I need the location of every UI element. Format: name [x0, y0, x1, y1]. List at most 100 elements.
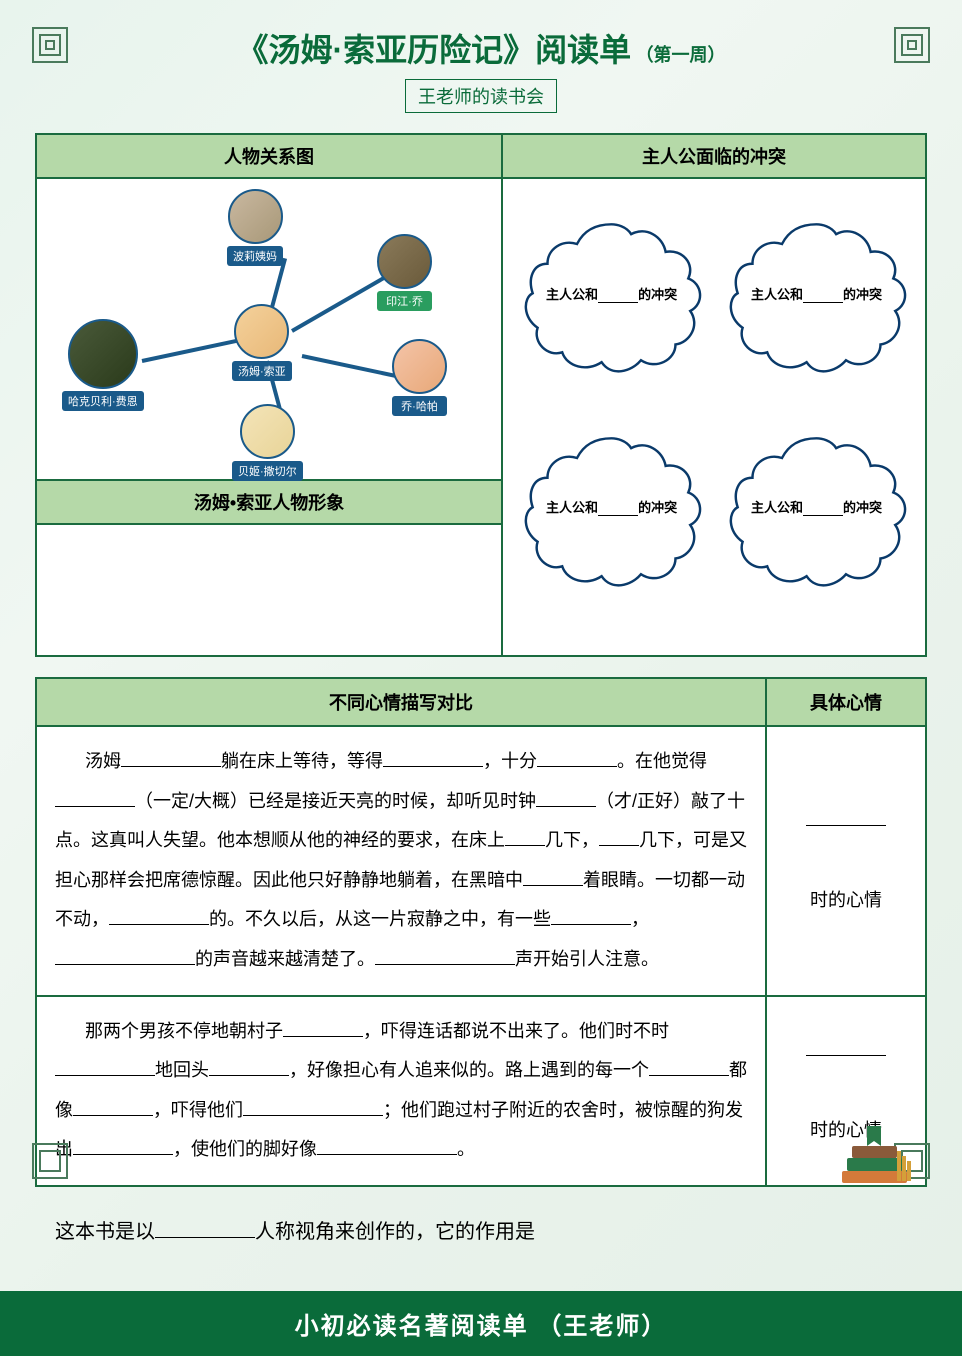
fill-blank[interactable] [806, 808, 886, 826]
fill-blank[interactable] [121, 749, 221, 767]
text-part: ，吓得连话都说不出来了。他们时不时 [363, 1021, 669, 1041]
fill-blank[interactable] [243, 1098, 383, 1116]
fill-blank[interactable] [598, 502, 638, 516]
text-part: 。在他觉得 [617, 751, 707, 771]
fill-blank[interactable] [598, 289, 638, 303]
fill-blank[interactable] [317, 1137, 457, 1155]
avatar-icon [234, 304, 289, 359]
text-part: ，吓得他们 [153, 1100, 243, 1120]
cloud-text: 主人公和 的冲突 [533, 497, 691, 516]
character-bottom: 贝姬·撒切尔 [232, 404, 303, 481]
avatar-icon [68, 319, 138, 389]
text-part: 几下， [545, 830, 599, 850]
cloud-text: 主人公和 的冲突 [738, 497, 896, 516]
mood-specific-header: 具体心情 [766, 678, 926, 726]
character-label: 乔·哈帕 [392, 396, 447, 416]
fill-blank[interactable] [551, 907, 631, 925]
text-part: 躺在床上等待，等得 [221, 751, 383, 771]
character-label: 波莉姨妈 [227, 246, 283, 266]
right-column: 主人公面临的冲突 主人公和的冲突 主人公和的冲突 [503, 135, 925, 655]
mood-suffix: 时的心情 [810, 890, 882, 910]
fill-blank[interactable] [599, 828, 639, 846]
connection-line [142, 338, 241, 363]
corner-decoration-tr [887, 20, 937, 70]
conflict-cloud-3[interactable]: 主人公和 的冲突 [513, 408, 710, 607]
cloud-prefix: 主人公和 [546, 500, 598, 515]
text-part: （一定/大概）已经是接近天亮的时候，却听见时钟 [135, 791, 536, 811]
conflict-cloud-4[interactable]: 主人公和 的冲突 [718, 408, 915, 607]
text-part: 声开始引人注意。 [515, 949, 659, 969]
mood-label-1[interactable]: 时的心情 [766, 726, 926, 996]
fill-blank[interactable] [375, 947, 515, 965]
text-part: 那两个男孩不停地朝村子 [85, 1021, 283, 1041]
question-suffix: 人称视角来创作的，它的作用是 [255, 1221, 535, 1243]
cloud-suffix: 的冲突 [638, 500, 677, 515]
cloud-suffix: 的冲突 [843, 287, 882, 302]
fill-blank[interactable] [803, 502, 843, 516]
cloud-prefix: 主人公和 [751, 287, 803, 302]
conflict-cloud-1[interactable]: 主人公和 的冲突 [513, 194, 710, 393]
character-center: 汤姆·索亚 [232, 304, 292, 381]
relationship-diagram: 汤姆·索亚 波莉姨妈 印江·乔 哈克贝利·费恩 [37, 179, 501, 479]
fill-blank[interactable] [209, 1058, 289, 1076]
fill-blank[interactable] [283, 1019, 363, 1037]
fill-blank[interactable] [806, 1038, 886, 1056]
footer-bar: 小初必读名著阅读单 （王老师） [0, 1291, 962, 1356]
character-label: 贝姬·撒切尔 [232, 461, 303, 481]
top-section: 人物关系图 汤姆·索亚 波莉姨妈 [35, 133, 927, 657]
cloud-suffix: 的冲突 [843, 500, 882, 515]
fill-blank[interactable] [73, 1098, 153, 1116]
character-top: 波莉姨妈 [227, 189, 283, 266]
bottom-question[interactable]: 这本书是以 人称视角来创作的，它的作用是 [35, 1212, 927, 1296]
text-part: 地回头 [155, 1060, 209, 1080]
fill-blank[interactable] [649, 1058, 729, 1076]
character-left: 哈克贝利·费恩 [62, 319, 144, 411]
text-part: ，使他们的脚好像 [173, 1139, 317, 1159]
character-image-header: 汤姆•索亚人物形象 [37, 479, 501, 525]
book-stack-icon [832, 1116, 922, 1196]
text-part: 。 [457, 1139, 475, 1159]
fill-blank[interactable] [383, 749, 483, 767]
mood-row-1: 汤姆 躺在床上等待，等得 ，十分 。在他觉得 （一定/大概）已经是接近天亮的时候，却听见… [36, 726, 926, 996]
cloud-prefix: 主人公和 [751, 500, 803, 515]
fill-blank[interactable] [73, 1137, 173, 1155]
avatar-icon [377, 234, 432, 289]
fill-blank[interactable] [55, 789, 135, 807]
mood-passage-2[interactable]: 那两个男孩不停地朝村子 ，吓得连话都说不出来了。他们时不时地回头 ，好像担心有人追来… [36, 996, 766, 1186]
conflict-header: 主人公面临的冲突 [503, 135, 925, 179]
text-part: ， [631, 909, 649, 929]
connection-line [291, 274, 388, 332]
cloud-suffix: 的冲突 [638, 287, 677, 302]
fill-blank[interactable] [109, 907, 209, 925]
fill-blank[interactable] [537, 749, 617, 767]
character-label: 汤姆·索亚 [232, 361, 292, 381]
mood-passage-1[interactable]: 汤姆 躺在床上等待，等得 ，十分 。在他觉得 （一定/大概）已经是接近天亮的时候，却听见… [36, 726, 766, 996]
worksheet-header: 《汤姆·索亚历险记》阅读单 （第一周） 王老师的读书会 [35, 25, 927, 113]
text-part: 汤姆 [85, 751, 121, 771]
cloud-text: 主人公和 的冲突 [738, 284, 896, 303]
avatar-icon [392, 339, 447, 394]
fill-blank[interactable] [55, 947, 195, 965]
text-part: ，好像担心有人追来似的。路上遇到的每一个 [289, 1060, 649, 1080]
corner-decoration-bl [25, 1136, 75, 1186]
fill-blank[interactable] [803, 289, 843, 303]
character-image-body[interactable] [37, 525, 501, 655]
main-title: 《汤姆·索亚历险记》阅读单 [236, 25, 631, 71]
fill-blank[interactable] [536, 789, 596, 807]
fill-blank[interactable] [523, 868, 583, 886]
character-topright: 印江·乔 [377, 234, 432, 311]
avatar-icon [228, 189, 283, 244]
question-prefix: 这本书是以 [55, 1221, 155, 1243]
corner-decoration-tl [25, 20, 75, 70]
relationship-header: 人物关系图 [37, 135, 501, 179]
conflict-cloud-2[interactable]: 主人公和 的冲突 [718, 194, 915, 393]
text-part: 的。不久以后，从这一片寂静之中，有一些 [209, 909, 551, 929]
left-column: 人物关系图 汤姆·索亚 波莉姨妈 [37, 135, 503, 655]
mood-comparison-table: 不同心情描写对比 具体心情 汤姆躺在床上等待，等得，十分。在他觉得（一定/大概）… [35, 677, 927, 1187]
text-part: ，十分 [483, 751, 537, 771]
cloud-text: 主人公和 的冲突 [533, 284, 691, 303]
cloud-prefix: 主人公和 [546, 287, 598, 302]
fill-blank[interactable] [55, 1058, 155, 1076]
fill-blank[interactable] [155, 1220, 255, 1238]
fill-blank[interactable] [505, 828, 545, 846]
